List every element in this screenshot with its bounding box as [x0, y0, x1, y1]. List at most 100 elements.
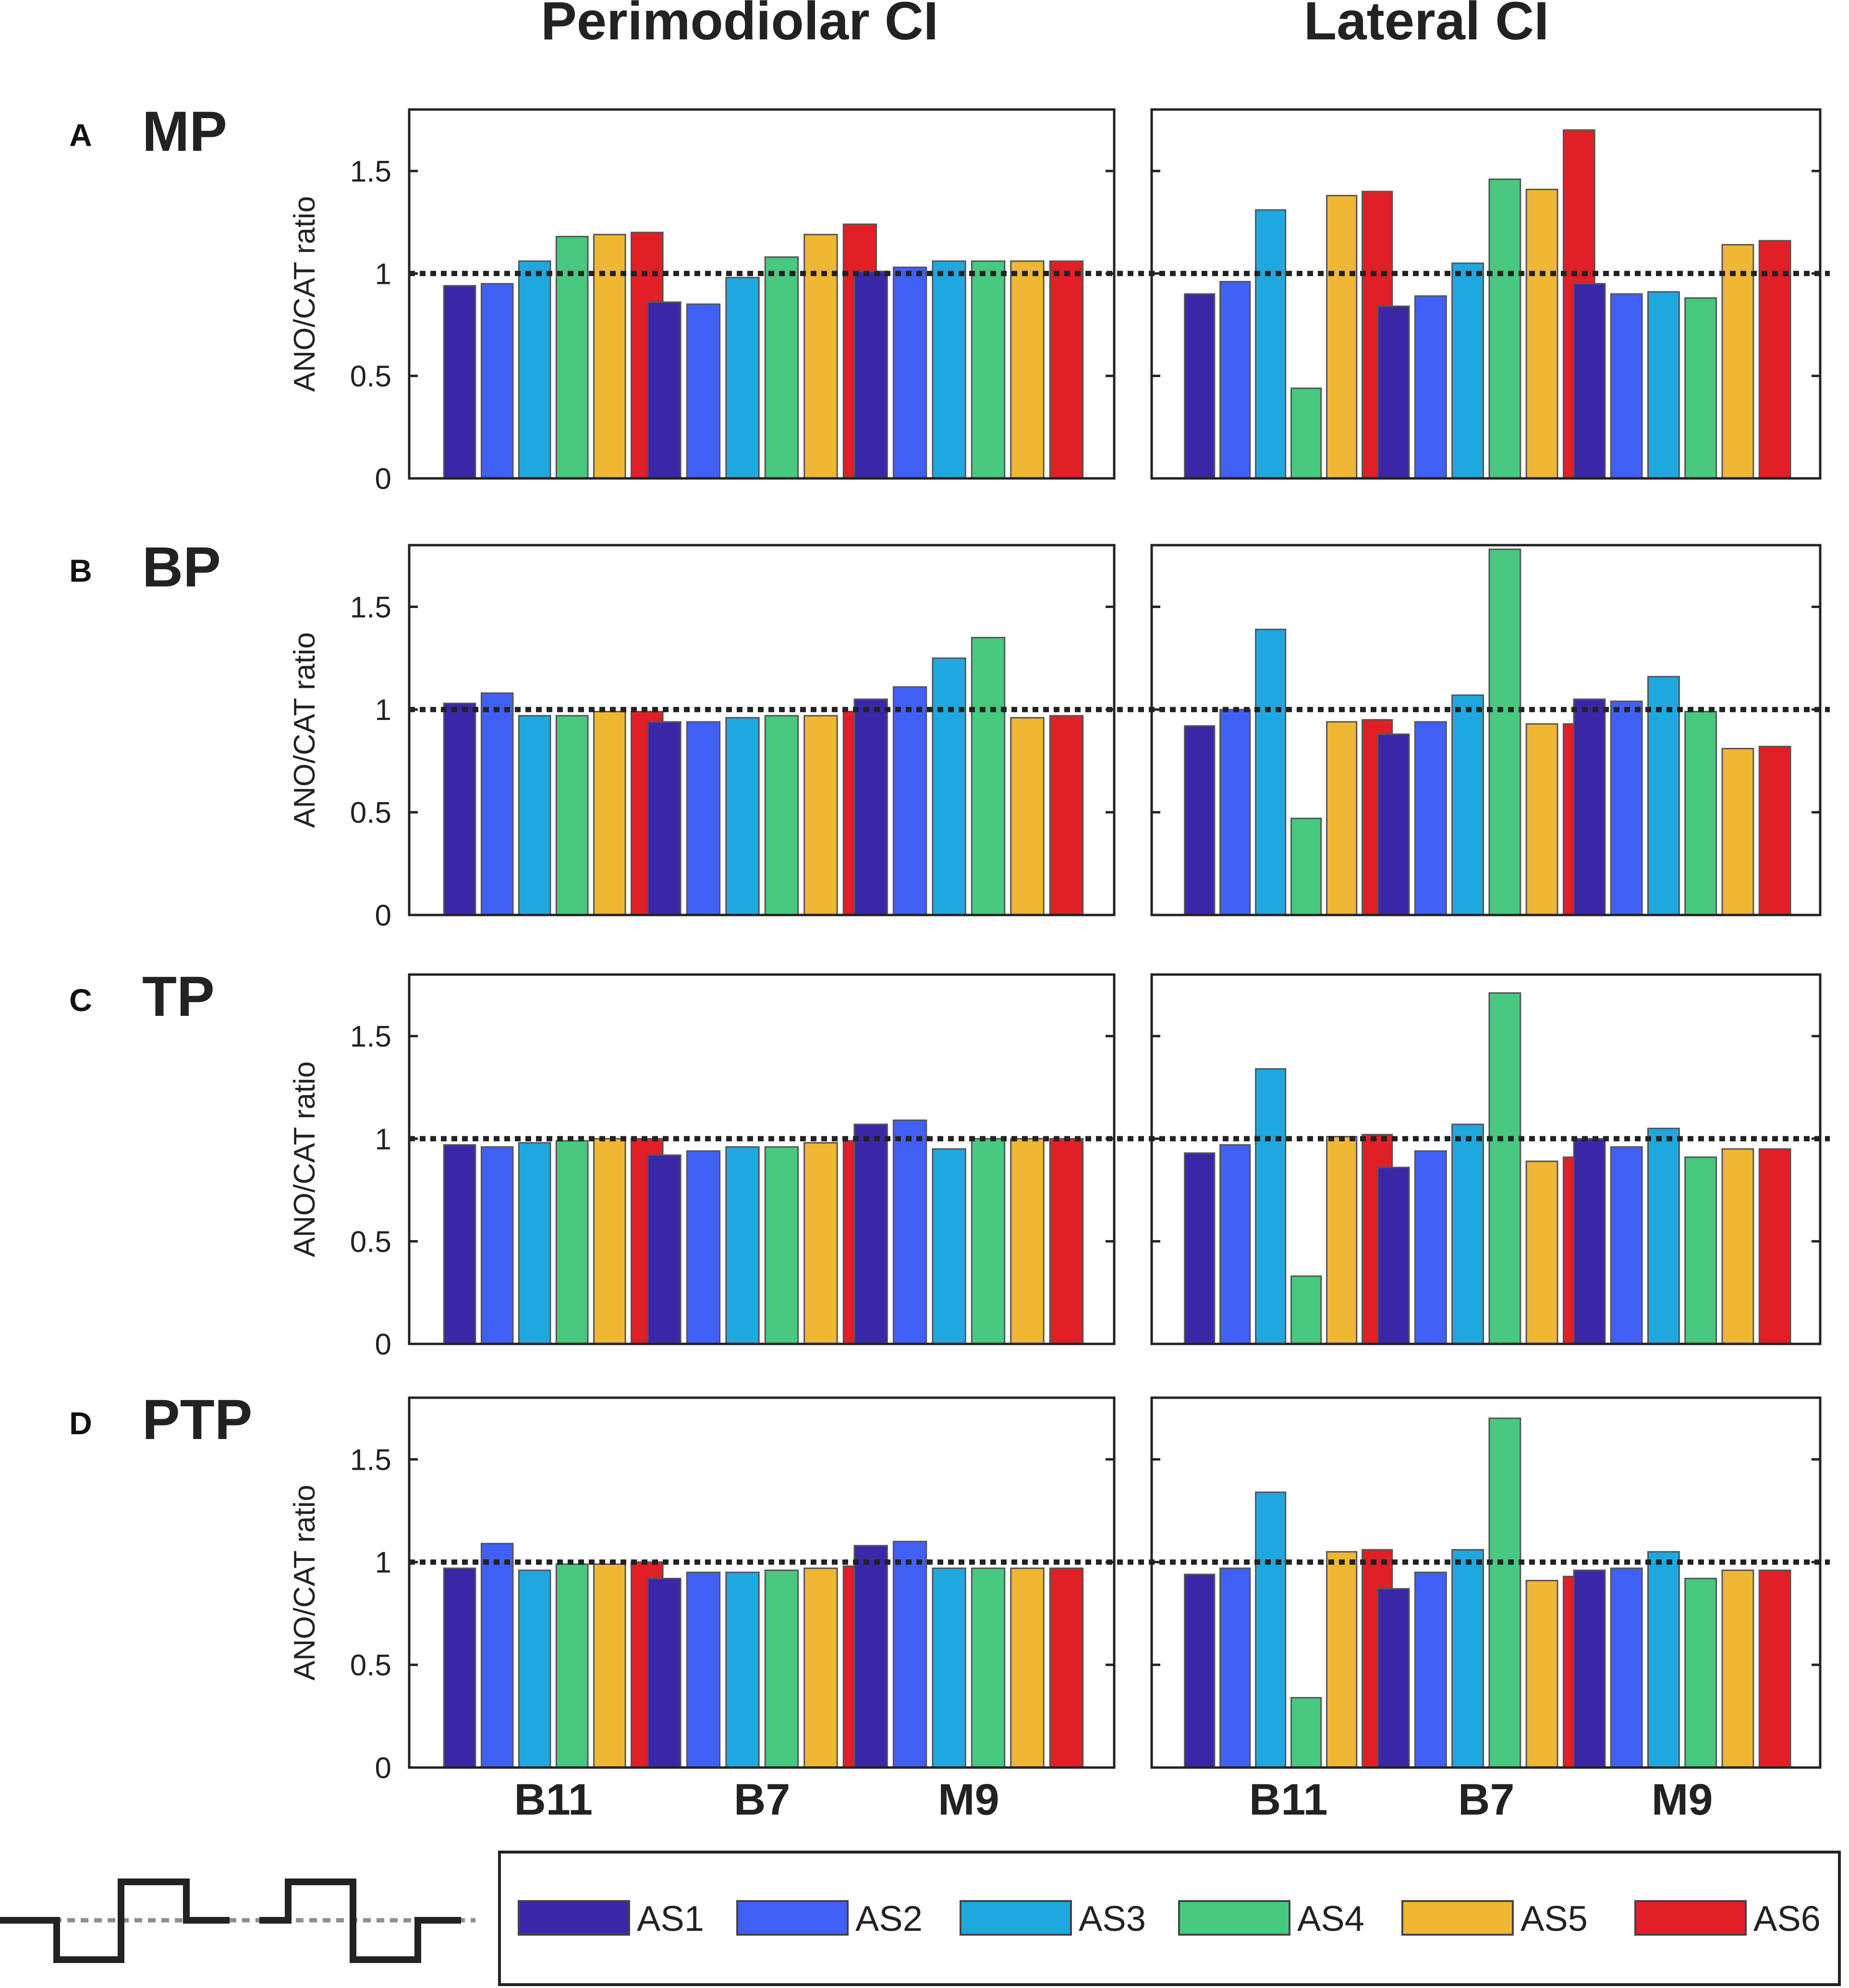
bar-m9-as1	[1573, 698, 1606, 916]
bar-m9-as1	[853, 698, 888, 916]
y-tick-label: 0.5	[350, 1649, 391, 1682]
bar-b11-as1	[443, 285, 476, 479]
bar-b11-as4	[555, 1140, 589, 1345]
bar-m9-as2	[1610, 293, 1643, 479]
bar-b7-as1	[1377, 733, 1410, 916]
bar-m9-as2	[1610, 700, 1643, 916]
panel-label-tp: TP	[142, 965, 215, 1028]
bar-m9-as5	[1721, 244, 1754, 479]
legend-label-as5: AS5	[1521, 1899, 1588, 1939]
bar-b11-as4	[555, 715, 589, 916]
bar-m9-as6	[1758, 1569, 1791, 1768]
bar-m9-as5	[1010, 1138, 1045, 1345]
y-tick-label: 1	[375, 1546, 391, 1579]
bar-b11-as4	[1290, 1697, 1322, 1768]
bar-m9-as3	[1647, 291, 1680, 479]
legend-label-as2: AS2	[855, 1899, 923, 1939]
panel-frame	[1150, 544, 1822, 916]
panel-letter-c: C	[69, 982, 92, 1018]
panel-mp-lateral	[1150, 108, 1822, 480]
legend-swatch-as6	[1634, 1900, 1747, 1936]
bar-b11-as2	[480, 1146, 514, 1345]
bar-b11-as4	[555, 236, 589, 479]
bar-m9-as6	[1758, 240, 1791, 479]
bar-m9-as1	[1573, 283, 1606, 479]
bar-b11-as4	[1290, 387, 1322, 479]
y-tick-label: 0	[375, 1328, 391, 1361]
bar-m9-as5	[1721, 748, 1754, 916]
bar-m9-as6	[1049, 715, 1084, 916]
panel-label-ptp: PTP	[142, 1388, 253, 1451]
bar-m9-as3	[932, 260, 966, 479]
bar-b7-as3	[1451, 262, 1484, 479]
bar-m9-as3	[1647, 676, 1680, 916]
bar-m9-as1	[1573, 1569, 1606, 1768]
panel-bp-perimodiolar: 0 0.5 1 1.5	[350, 544, 1116, 932]
bar-m9-as3	[1647, 1127, 1680, 1345]
y-tick-label: 0	[375, 899, 391, 932]
bar-m9-as1	[1573, 1138, 1606, 1345]
legend-label-as3: AS3	[1079, 1899, 1146, 1939]
category-label-b11: B11	[1249, 1775, 1328, 1824]
bar-b11-as3	[1255, 209, 1287, 479]
bar-b11-as4	[1290, 1275, 1322, 1345]
bar-b11-as2	[1219, 1144, 1251, 1345]
bar-b11-as5	[1326, 1551, 1358, 1768]
y-tick-label: 0	[375, 463, 391, 496]
panel-label-mp: MP	[142, 100, 227, 163]
bar-b7-as3	[725, 1146, 760, 1345]
bar-b7-as1	[1377, 1588, 1410, 1768]
y-tick-label: 1	[375, 257, 391, 291]
bar-b7-as4	[1488, 178, 1521, 479]
category-label-b7: B7	[1458, 1775, 1515, 1824]
bar-b7-as3	[725, 1572, 760, 1768]
bar-m9-as5	[1721, 1148, 1754, 1345]
bar-m9-as4	[971, 637, 1006, 916]
bar-b7-as4	[764, 256, 799, 479]
bar-b11-as1	[1184, 1573, 1216, 1768]
bar-m9-as4	[971, 260, 1006, 479]
bar-b11-as5	[593, 1138, 626, 1345]
bar-b11-as1	[443, 1567, 476, 1768]
panel-frame	[1150, 973, 1822, 1345]
bar-b7-as3	[1451, 1123, 1484, 1345]
bar-b7-as2	[1414, 721, 1447, 916]
y-tick-label: 0.5	[350, 796, 391, 829]
category-label-m9: M9	[938, 1775, 999, 1824]
bar-b7-as1	[647, 1577, 681, 1768]
bar-b7-as4	[764, 1569, 799, 1768]
y-tick-label: 1.5	[350, 155, 391, 188]
y-tick-label: 0.5	[350, 360, 391, 393]
bar-b7-as2	[686, 721, 721, 916]
bar-m9-as4	[1684, 1156, 1717, 1345]
bar-b7-as1	[647, 721, 681, 916]
bar-m9-as6	[1758, 1148, 1791, 1345]
y-tick-label: 1	[375, 694, 391, 727]
bar-b7-as1	[647, 1154, 681, 1345]
bar-b11-as1	[443, 1144, 476, 1345]
bar-b7-as2	[1414, 1572, 1447, 1768]
category-label-b7: B7	[734, 1775, 791, 1824]
column-title-lateral: Lateral CI	[1304, 0, 1549, 51]
bar-b11-as5	[593, 711, 626, 916]
bar-b11-as2	[480, 692, 514, 916]
bar-b7-as2	[686, 1572, 721, 1768]
bar-b7-as5	[803, 233, 838, 479]
legend: AS1 AS2 AS3 AS4 AS5 AS6	[498, 1851, 1841, 1986]
bar-b11-as3	[518, 1569, 551, 1768]
bar-b11-as1	[443, 702, 476, 916]
bar-b11-as4	[555, 1563, 589, 1768]
panel-mp-perimodiolar: 0 0.5 1 1.5	[350, 108, 1116, 496]
y-tick-label: 1	[375, 1123, 391, 1156]
bar-b7-as1	[1377, 1167, 1410, 1345]
bar-b11-as3	[1255, 628, 1287, 916]
bar-m9-as3	[1647, 1551, 1680, 1768]
bar-b7-as4	[1488, 1417, 1521, 1768]
panel-letter-a: A	[69, 117, 92, 153]
bar-b11-as3	[518, 715, 551, 916]
bar-m9-as6	[1758, 745, 1791, 916]
bar-b7-as5	[1525, 188, 1558, 479]
panels: A MP ANO/CAT ratio 0 0.5 1 1.5 B BP ANO/CAT ratio…	[69, 100, 1830, 1824]
bar-b11-as3	[1255, 1068, 1287, 1345]
